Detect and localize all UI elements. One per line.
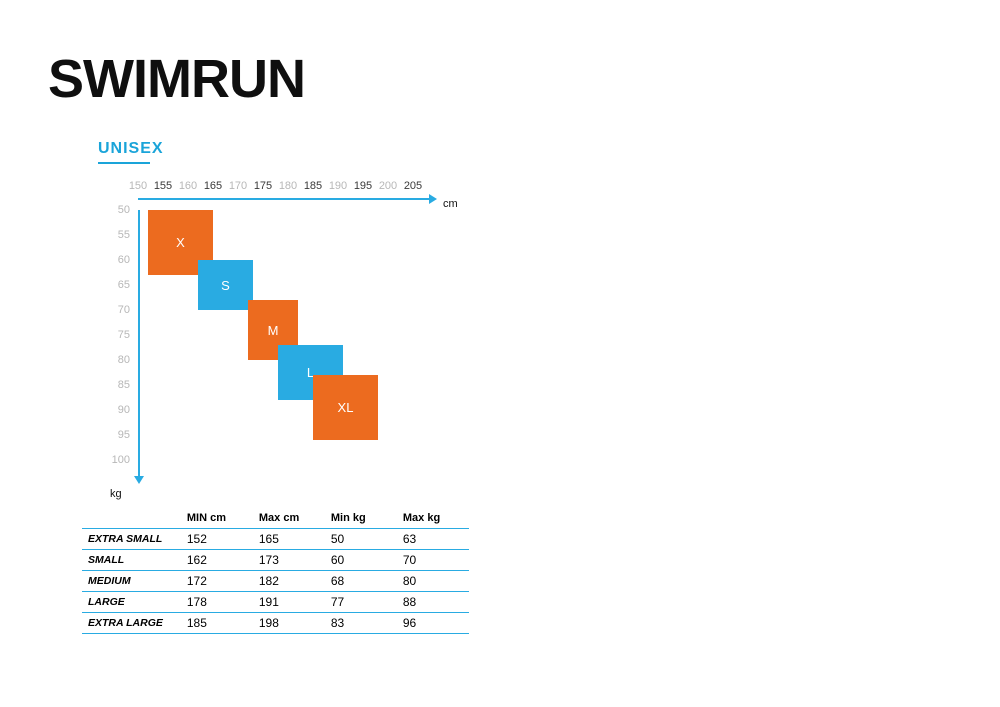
cell-max-cm: 165: [253, 529, 325, 550]
cell-min-cm: 152: [181, 529, 253, 550]
y-tick: 50: [108, 204, 130, 216]
table-header-row: MIN cm Max cm Min kg Max kg: [82, 508, 469, 529]
x-tick: 155: [151, 180, 175, 192]
x-axis-unit: cm: [443, 198, 458, 210]
col-min-cm: MIN cm: [181, 508, 253, 529]
y-axis-arrow-icon: [134, 476, 144, 484]
col-max-cm: Max cm: [253, 508, 325, 529]
cell-min-cm: 178: [181, 592, 253, 613]
row-name: EXTRA LARGE: [82, 613, 181, 634]
size-table: MIN cm Max cm Min kg Max kg EXTRA SMALL1…: [82, 508, 469, 634]
y-tick: 70: [108, 304, 130, 316]
y-tick: 85: [108, 379, 130, 391]
table-row: EXTRA SMALL1521655063: [82, 529, 469, 550]
y-tick: 65: [108, 279, 130, 291]
cell-min-kg: 50: [325, 529, 397, 550]
x-tick: 190: [326, 180, 350, 192]
y-tick: 90: [108, 404, 130, 416]
y-tick: 100: [108, 454, 130, 466]
cell-max-cm: 182: [253, 571, 325, 592]
x-axis-arrow-icon: [429, 194, 437, 204]
cell-max-kg: 88: [397, 592, 469, 613]
cell-max-cm: 191: [253, 592, 325, 613]
table-row: EXTRA LARGE1851988396: [82, 613, 469, 634]
cell-min-kg: 77: [325, 592, 397, 613]
size-table-body: EXTRA SMALL1521655063SMALL1621736070MEDI…: [82, 529, 469, 634]
y-tick: 95: [108, 429, 130, 441]
y-tick: 75: [108, 329, 130, 341]
cell-max-cm: 173: [253, 550, 325, 571]
cell-min-cm: 185: [181, 613, 253, 634]
cell-max-kg: 80: [397, 571, 469, 592]
row-name: SMALL: [82, 550, 181, 571]
row-name: LARGE: [82, 592, 181, 613]
y-tick: 55: [108, 229, 130, 241]
x-tick: 180: [276, 180, 300, 192]
cell-max-cm: 198: [253, 613, 325, 634]
cell-min-cm: 162: [181, 550, 253, 571]
table-row: MEDIUM1721826880: [82, 571, 469, 592]
table-corner: [82, 508, 181, 529]
cell-min-cm: 172: [181, 571, 253, 592]
size-box-s: S: [198, 260, 253, 310]
x-tick: 170: [226, 180, 250, 192]
x-tick: 200: [376, 180, 400, 192]
row-name: EXTRA SMALL: [82, 529, 181, 550]
size-box-xl: XL: [313, 375, 378, 440]
section-subheading: UNISEX: [98, 140, 164, 158]
page-title: SWIMRUN: [48, 48, 305, 110]
cell-min-kg: 83: [325, 613, 397, 634]
cell-min-kg: 60: [325, 550, 397, 571]
subheading-underline: [98, 162, 150, 164]
col-min-kg: Min kg: [325, 508, 397, 529]
cell-min-kg: 68: [325, 571, 397, 592]
x-axis-line: [138, 198, 431, 200]
col-max-kg: Max kg: [397, 508, 469, 529]
x-tick: 205: [401, 180, 425, 192]
table-row: SMALL1621736070: [82, 550, 469, 571]
chart-plot-area: XSMLXL: [138, 210, 413, 460]
x-tick: 195: [351, 180, 375, 192]
y-axis-unit: kg: [110, 488, 122, 500]
x-tick: 185: [301, 180, 325, 192]
cell-max-kg: 96: [397, 613, 469, 634]
x-tick: 165: [201, 180, 225, 192]
y-tick: 60: [108, 254, 130, 266]
cell-max-kg: 63: [397, 529, 469, 550]
x-tick: 175: [251, 180, 275, 192]
cell-max-kg: 70: [397, 550, 469, 571]
row-name: MEDIUM: [82, 571, 181, 592]
y-tick: 80: [108, 354, 130, 366]
x-tick: 150: [126, 180, 150, 192]
table-row: LARGE1781917788: [82, 592, 469, 613]
x-tick: 160: [176, 180, 200, 192]
